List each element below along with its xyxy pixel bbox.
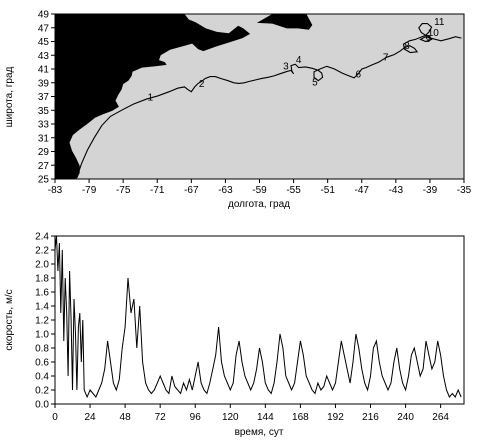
speed-plot-frame	[54, 235, 465, 405]
track-annotation-10: 10	[428, 28, 440, 39]
map-island-newfoundland	[256, 14, 313, 30]
track-annotation-9: 9	[425, 34, 431, 45]
drifter-track	[76, 23, 462, 177]
map-x-tick-label: -59	[252, 185, 267, 196]
speed-y-tick-label: 0.2	[35, 386, 49, 397]
speed-y-tick-label: 1.0	[35, 330, 49, 341]
map-y-tick-label: 43	[38, 51, 50, 62]
speed-x-tick-label: 264	[432, 412, 449, 423]
track-annotation-11: 11	[434, 17, 445, 28]
speed-x-tick-label: 192	[327, 412, 344, 423]
speed-x-tick-label: 0	[52, 412, 58, 423]
speed-x-tick-label: 48	[120, 412, 132, 423]
speed-y-ticks: 0.0 0.2 0.4 0.6 0.8 1.0 1.2 1.4 1.6 1.8 2.0 2.2 2.4	[35, 232, 55, 411]
map-x-axis-label: долгота, град	[228, 199, 290, 210]
map-x-tick-label: -83	[48, 185, 63, 196]
track-annotation-1: 1	[148, 93, 154, 104]
map-land	[55, 14, 251, 179]
speed-x-tick-label: 120	[222, 412, 239, 423]
speed-x-axis-label: время, сут	[235, 427, 284, 438]
map-x-tick-label: -47	[355, 185, 370, 196]
speed-y-tick-label: 0.4	[35, 372, 49, 383]
map-x-tick-label: -79	[82, 185, 97, 196]
speed-x-tick-label: 24	[84, 412, 96, 423]
speed-x-tick-label: 72	[155, 412, 167, 423]
map-x-tick-label: -71	[150, 185, 165, 196]
speed-y-tick-label: 1.6	[35, 288, 49, 299]
map-y-tick-label: 27	[38, 161, 50, 172]
map-y-tick-label: 39	[38, 78, 50, 89]
speed-y-tick-label: 1.4	[35, 302, 49, 313]
track-annotation-7: 7	[383, 53, 389, 64]
speed-x-tick-label: 216	[362, 412, 379, 423]
map-y-tick-label: 33	[38, 120, 50, 131]
map-x-tick-label: -55	[286, 185, 301, 196]
speed-x-ticks: 0 24 48 72 96 120 144 168 192 216 240 264	[52, 404, 449, 423]
speed-y-tick-label: 2.4	[35, 232, 49, 243]
speed-y-tick-label: 2.2	[35, 246, 49, 257]
map-y-tick-label: 29	[38, 147, 50, 158]
speed-x-tick-label: 240	[397, 412, 414, 423]
map-y-tick-label: 47	[38, 23, 50, 34]
track-annotation-2: 2	[199, 79, 205, 90]
map-y-tick-label: 35	[38, 106, 50, 117]
map-x-tick-label: -35	[457, 185, 472, 196]
track-annotation-5: 5	[312, 78, 318, 89]
map-x-tick-label: -75	[116, 185, 131, 196]
map-y-tick-label: 41	[38, 65, 50, 76]
map-y-tick-label: 31	[38, 133, 50, 144]
speed-y-tick-label: 1.8	[35, 274, 49, 285]
speed-x-tick-label: 144	[257, 412, 274, 423]
map-x-tick-label: -39	[423, 185, 438, 196]
map-y-tick-label: 37	[38, 92, 50, 103]
map-x-tick-label: -51	[320, 185, 335, 196]
map-x-ticks: -83 -79 -75 -71 -67 -63 -59 -55 -51 -47 -43 -39 -35	[48, 179, 472, 196]
speed-series-line	[54, 235, 462, 399]
map-y-ticks: 25 27 29 31 33 35 37 39 41 43 45 47 49	[38, 10, 55, 186]
speed-x-tick-label: 168	[292, 412, 309, 423]
track-annotation-3: 3	[283, 62, 289, 73]
map-x-tick-label: -67	[184, 185, 199, 196]
track-annotation-8: 8	[404, 41, 410, 52]
speed-y-tick-label: 0.8	[35, 344, 49, 355]
speed-y-tick-label: 1.2	[35, 316, 49, 327]
map-x-tick-label: -63	[218, 185, 233, 196]
map-y-tick-label: 45	[38, 37, 50, 48]
speed-y-axis-label: скорость, м/с	[4, 289, 15, 350]
map-x-tick-label: -43	[389, 185, 404, 196]
speed-y-tick-label: 0.0	[35, 400, 49, 411]
speed-y-tick-label: 2.0	[35, 260, 49, 271]
speed-x-tick-label: 96	[190, 412, 202, 423]
map-y-axis-label: широта, град	[4, 66, 15, 127]
speed-panel: 0 24 48 72 96 120 144 168 192 216 240 264 0.0 0.2 0.4…	[4, 232, 465, 438]
track-annotation-6: 6	[356, 69, 362, 80]
map-y-tick-label: 49	[38, 10, 50, 21]
speed-y-tick-label: 0.6	[35, 358, 49, 369]
track-annotation-4: 4	[296, 55, 302, 66]
map-y-tick-label: 25	[38, 175, 50, 186]
